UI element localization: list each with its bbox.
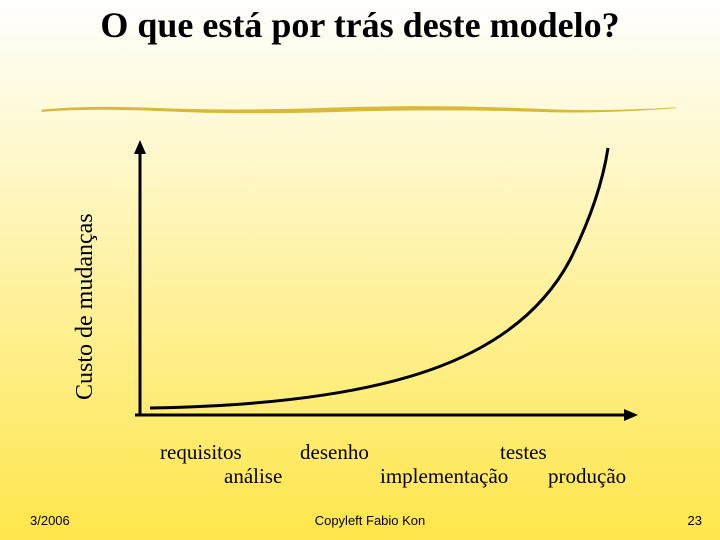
x-axis-label: desenho [300, 440, 369, 465]
x-axis-label: testes [500, 440, 547, 465]
footer-page-number: 23 [688, 513, 702, 528]
title-underline [40, 104, 680, 116]
x-axis-label: análise [224, 464, 282, 489]
footer-copyleft: Copyleft Fabio Kon [270, 513, 470, 528]
chart-svg [110, 140, 640, 430]
page-title: O que está por trás deste modelo? [0, 0, 720, 46]
slide: O que está por trás deste modelo? Custo … [0, 0, 720, 540]
y-axis-label: Custo de mudanças [72, 213, 99, 400]
x-axis-label: produção [548, 464, 626, 489]
x-axis-label: requisitos [160, 440, 242, 465]
footer-date: 3/2006 [30, 513, 70, 528]
chart [110, 140, 640, 430]
x-axis-label: implementação [380, 464, 508, 489]
